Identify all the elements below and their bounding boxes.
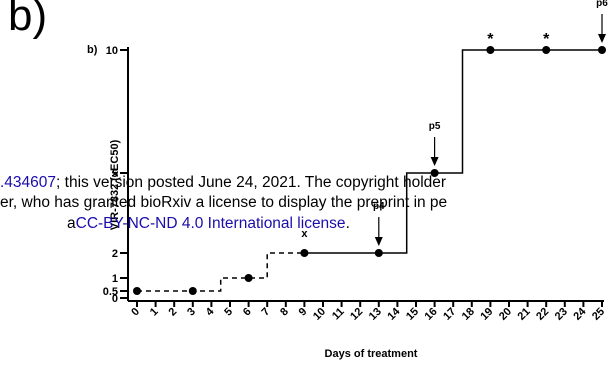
x-tick-label: 22	[534, 306, 551, 323]
y-tick-label: 2	[112, 248, 118, 260]
x-tick-label: 1	[148, 306, 161, 319]
annotation-label: p4	[373, 201, 385, 212]
y-tick-label: 10	[106, 45, 118, 57]
x-tick-label: 23	[553, 306, 570, 323]
x-tick-label: 15	[404, 306, 421, 323]
chart-panel-label: b)	[87, 44, 98, 56]
data-point	[188, 287, 197, 295]
y-axis-label: VIR-7832 (xEC50)	[109, 139, 121, 230]
data-point	[374, 249, 383, 257]
x-tick-label: 21	[516, 306, 533, 323]
x-tick-label: 16	[423, 306, 440, 323]
y-tick-label: 1	[112, 273, 118, 285]
x-tick-label: 7	[260, 306, 273, 319]
x-tick-label: 3	[185, 306, 198, 319]
annotation-arrow-head	[374, 237, 383, 246]
x-tick-label: 19	[478, 306, 495, 323]
watermark-line-3: aCC-BY-NC-ND 4.0 International license.	[67, 216, 350, 232]
data-point	[133, 287, 141, 295]
data-point	[430, 169, 439, 177]
annotation-label: p5	[429, 121, 441, 132]
x-tick-label: 12	[348, 306, 365, 323]
x-tick-label: 4	[204, 305, 217, 318]
x-tick-label: 8	[278, 306, 291, 319]
x-tick-label: 11	[330, 306, 347, 323]
x-tick-label: 5	[222, 306, 235, 319]
watermark-doi-link[interactable]: .434607	[0, 174, 57, 191]
watermark-line-3-prefix: a	[67, 215, 76, 232]
annotation-arrow-head	[598, 34, 606, 43]
watermark-line-1: .434607; this version posted June 24, 20…	[0, 175, 446, 191]
watermark-line-1-text: ; this version posted June 24, 2021. The…	[56, 174, 447, 191]
x-tick-label: 17	[441, 306, 458, 323]
x-tick-label: 14	[385, 305, 403, 323]
data-point	[486, 46, 495, 54]
x-tick-label: 2	[167, 306, 180, 319]
annotation-mark: x	[301, 228, 308, 240]
y-tick-label: 0.5	[103, 286, 118, 298]
data-point	[542, 46, 551, 54]
panel-label-large: b)	[8, 0, 48, 40]
x-tick-label: 0	[129, 306, 142, 319]
x-tick-label: 6	[241, 306, 254, 319]
y-tick-label: 5	[112, 168, 118, 180]
series-line-dashed	[137, 252, 305, 292]
y-tick-label: 0	[112, 293, 118, 305]
x-axis-label: Days of treatment	[325, 348, 418, 360]
x-tick-label: 20	[497, 306, 514, 323]
data-point	[598, 46, 606, 54]
x-tick-label: 24	[571, 305, 589, 323]
data-point	[244, 274, 253, 282]
x-tick-label: 25	[590, 306, 607, 323]
annotation-label: p6	[596, 0, 608, 9]
significance-star: *	[543, 31, 550, 48]
x-tick-label: 10	[311, 306, 328, 323]
x-tick-label: 9	[297, 306, 310, 319]
watermark-line-2: er, who has granted bioRxiv a license to…	[0, 194, 448, 211]
watermark-line-3-suffix: .	[345, 215, 350, 232]
significance-star: *	[487, 31, 494, 48]
watermark-license-link[interactable]: CC-BY-NC-ND 4.0 International license	[75, 215, 346, 232]
x-tick-label: 13	[367, 306, 384, 323]
x-tick-label: 18	[460, 306, 477, 323]
annotation-arrow-head	[430, 157, 439, 166]
plot-area: p4 p5 p6 x * *	[133, 0, 608, 295]
